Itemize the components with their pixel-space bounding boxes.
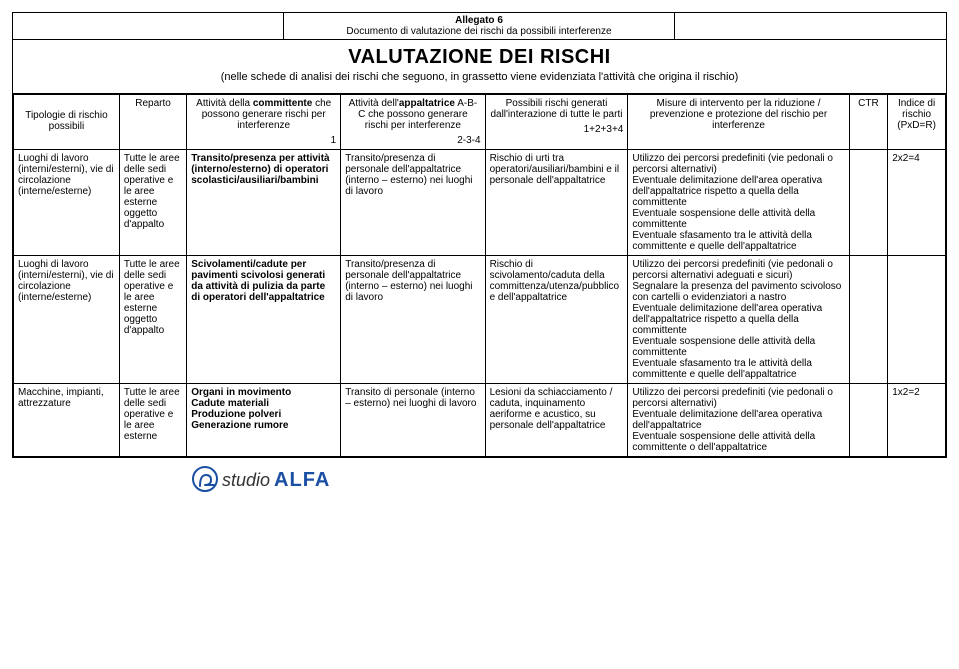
th-attivita-appaltatrice: Attività dell'appaltatrice A-B-C che pos… — [341, 95, 485, 150]
title-row: VALUTAZIONE DEI RISCHI (nelle schede di … — [13, 40, 946, 94]
th-reparto: Reparto — [119, 95, 186, 150]
th-ctr: CTR — [849, 95, 887, 150]
header-left-cell — [13, 13, 284, 39]
cell-reparto: Tutte le aree delle sedi operative e le … — [119, 256, 186, 384]
cell-possibili-rischi: Rischio di scivolamento/caduta della com… — [485, 256, 628, 384]
cell-misure: Utilizzo dei percorsi predefiniti (vie p… — [628, 256, 849, 384]
th-attivita-committente: Attività della committente che possono g… — [187, 95, 341, 150]
cell-indice: 2x2=4 — [888, 150, 946, 256]
cell-tipologie: Macchine, impianti, attrezzature — [14, 384, 120, 457]
logo-studio-text: studio — [222, 470, 270, 491]
cell-attivita-committente: Scivolamenti/cadute per pavimenti scivol… — [187, 256, 341, 384]
table-row: Luoghi di lavoro (interni/esterni), vie … — [14, 256, 946, 384]
cell-reparto: Tutte le aree delle sedi operative e le … — [119, 384, 186, 457]
document-header: Allegato 6 Documento di valutazione dei … — [13, 13, 946, 40]
header-mid-cell: Allegato 6 Documento di valutazione dei … — [284, 13, 676, 39]
logo-alfa-text: ALFA — [274, 469, 330, 492]
header-allegato: Allegato 6 — [290, 15, 669, 26]
cell-reparto: Tutte le aree delle sedi operative e le … — [119, 150, 186, 256]
cell-tipologie: Luoghi di lavoro (interni/esterni), vie … — [14, 256, 120, 384]
cell-misure: Utilizzo dei percorsi predefiniti (vie p… — [628, 150, 849, 256]
cell-indice: 1x2=2 — [888, 384, 946, 457]
header-subtitle: Documento di valutazione dei rischi da p… — [290, 26, 669, 37]
cell-attivita-committente: Organi in movimentoCadute materialiProdu… — [187, 384, 341, 457]
th-num-sum: 1+2+3+4 — [490, 124, 624, 135]
risk-table-body: Luoghi di lavoro (interni/esterni), vie … — [14, 150, 946, 457]
main-subtitle: (nelle schede di analisi dei rischi che … — [21, 71, 938, 83]
header-right-cell — [675, 13, 946, 39]
cell-misure: Utilizzo dei percorsi predefiniti (vie p… — [628, 384, 849, 457]
cell-possibili-rischi: Rischio di urti tra operatori/ausiliari/… — [485, 150, 628, 256]
cell-possibili-rischi: Lesioni da schiacciamento / caduta, inqu… — [485, 384, 628, 457]
risk-table-head: Tipologie di rischio possibili Reparto A… — [14, 95, 946, 150]
risk-table: Tipologie di rischio possibili Reparto A… — [13, 94, 946, 457]
table-row: Macchine, impianti, attrezzatureTutte le… — [14, 384, 946, 457]
logo: studioALFA — [192, 466, 330, 495]
cell-ctr — [849, 256, 887, 384]
th-num-234: 2-3-4 — [345, 135, 480, 146]
logo-mark-icon — [192, 466, 218, 495]
th-num-1: 1 — [191, 135, 336, 146]
th-possibili-rischi: Possibili rischi generati dall'interazio… — [485, 95, 628, 150]
footer: studioALFA — [12, 466, 947, 495]
th-misure: Misure di intervento per la riduzione / … — [628, 95, 849, 150]
th-tipologie: Tipologie di rischio possibili — [14, 95, 120, 150]
cell-ctr — [849, 384, 887, 457]
table-row: Luoghi di lavoro (interni/esterni), vie … — [14, 150, 946, 256]
main-title: VALUTAZIONE DEI RISCHI — [21, 46, 938, 69]
cell-attivita-appaltatrice: Transito/presenza di personale dell'appa… — [341, 150, 485, 256]
cell-ctr — [849, 150, 887, 256]
cell-attivita-appaltatrice: Transito/presenza di personale dell'appa… — [341, 256, 485, 384]
cell-attivita-committente: Transito/presenza per attività (interno/… — [187, 150, 341, 256]
cell-tipologie: Luoghi di lavoro (interni/esterni), vie … — [14, 150, 120, 256]
th-indice: Indice di rischio (PxD=R) — [888, 95, 946, 150]
cell-indice — [888, 256, 946, 384]
document-sheet: Allegato 6 Documento di valutazione dei … — [12, 12, 947, 458]
cell-attivita-appaltatrice: Transito di personale (interno – esterno… — [341, 384, 485, 457]
